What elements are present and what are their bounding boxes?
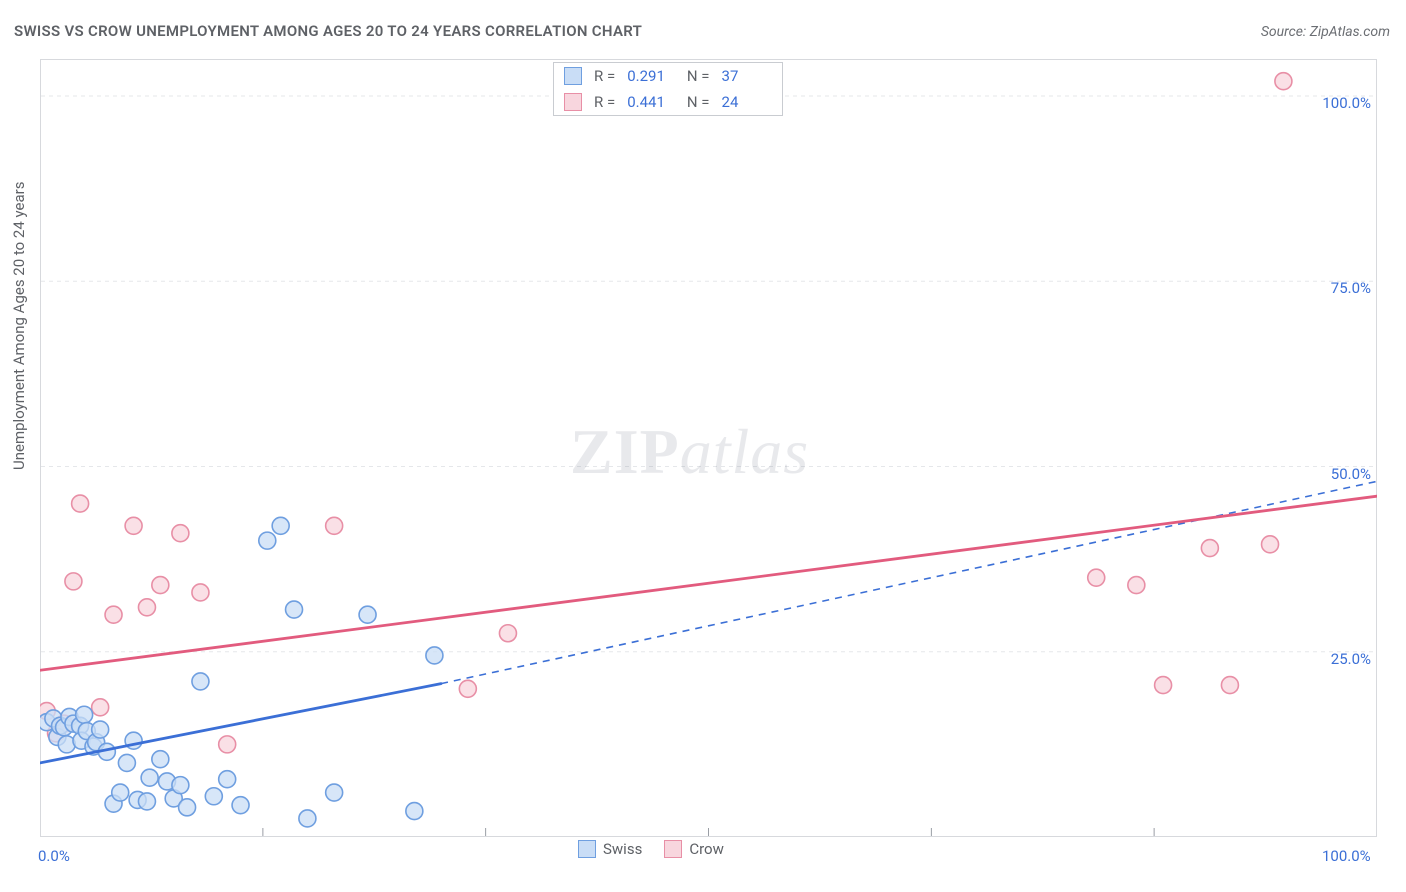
legend-n-value: 37: [722, 67, 739, 85]
y-tick-label: 75.0%: [1331, 279, 1371, 297]
y-tick-label: 25.0%: [1331, 650, 1371, 668]
source-attribution: Source: ZipAtlas.com: [1261, 24, 1390, 40]
legend-item: Crow: [664, 840, 724, 858]
legend-swatch: [564, 93, 582, 111]
legend-item: Swiss: [578, 840, 642, 858]
legend-series: Swiss Crow: [578, 840, 724, 858]
legend-n-label: N =: [687, 67, 710, 85]
scatter-plot: [40, 59, 1377, 837]
legend-row: R = 0.441 N = 24: [554, 89, 782, 115]
legend-row: R = 0.291 N = 37: [554, 63, 782, 89]
legend-r-label: R =: [594, 93, 615, 111]
legend-n-value: 24: [722, 93, 739, 111]
legend-series-name: Swiss: [603, 840, 642, 858]
chart-title: SWISS VS CROW UNEMPLOYMENT AMONG AGES 20…: [14, 22, 642, 40]
legend-swatch: [664, 840, 682, 858]
legend-correlation: R = 0.291 N = 37 R = 0.441 N = 24: [553, 62, 783, 116]
legend-r-value: 0.441: [627, 93, 665, 111]
legend-r-label: R =: [594, 67, 615, 85]
legend-series-name: Crow: [689, 840, 724, 858]
y-tick-label: 50.0%: [1331, 465, 1371, 483]
legend-swatch: [578, 840, 596, 858]
x-tick-label: 0.0%: [38, 847, 70, 865]
x-tick-label: 100.0%: [1322, 847, 1371, 865]
legend-swatch: [564, 67, 582, 85]
y-axis-label: Unemployment Among Ages 20 to 24 years: [10, 182, 28, 470]
legend-r-value: 0.291: [627, 67, 665, 85]
chart-container: SWISS VS CROW UNEMPLOYMENT AMONG AGES 20…: [0, 0, 1406, 892]
y-tick-label: 100.0%: [1322, 94, 1371, 112]
legend-n-label: N =: [687, 93, 710, 111]
